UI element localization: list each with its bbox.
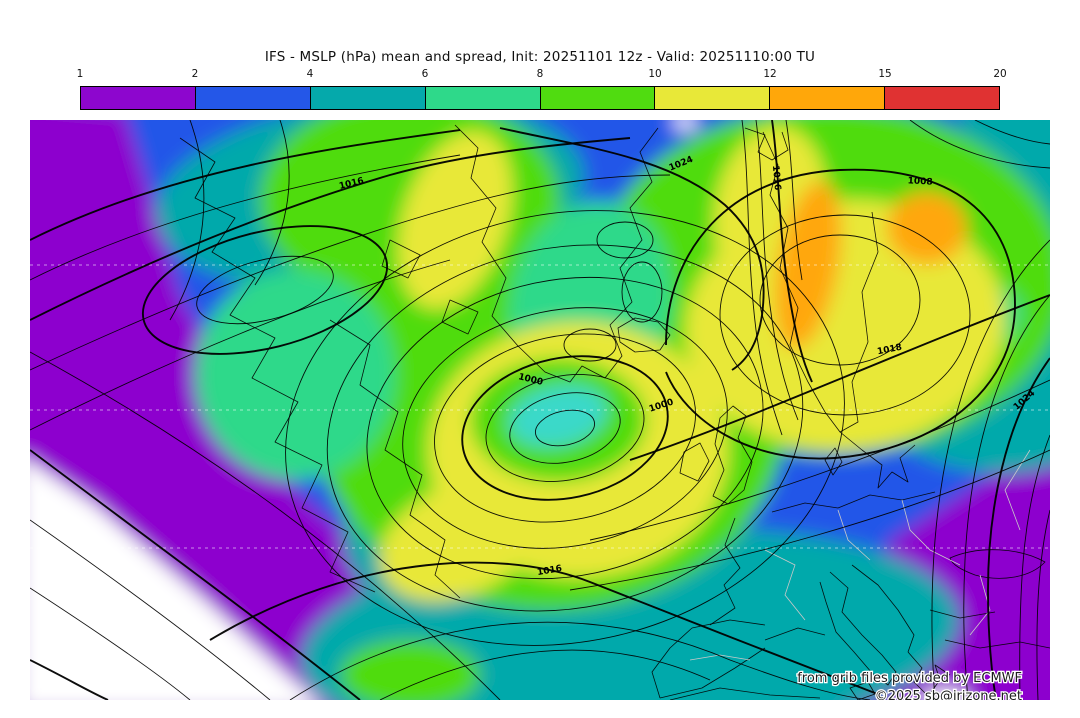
page-title: IFS - MSLP (hPa) mean and spread, Init: … [264,49,816,65]
isobar-contours [30,120,1050,700]
colorbar-segment [81,87,196,109]
isobar-label: 1016 [770,165,782,191]
colorbar-tick: 20 [993,68,1007,80]
colorbar-tick: 6 [421,68,429,80]
attribution-copyright: ©2025 sb@irizone.net [875,689,1022,700]
coastlines [179,124,1050,700]
graticule [30,264,1050,549]
isobar-label: 1018 [876,343,903,358]
colorbar-ticks: 1 2 4 6 8 10 12 15 20 [76,68,1007,82]
spread-field [30,120,1050,700]
colorbar-segment [310,87,426,109]
colorbar-segment [885,87,999,109]
colorbar-tick: 10 [648,68,662,80]
colorbar-segment [540,87,656,109]
colorbar-segment [770,87,886,109]
colorbar-tick: 1 [76,68,84,80]
colorbar-segments [80,86,1000,110]
attribution-source: from grib files provided by ECMWF [797,671,1022,686]
colorbar-tick: 8 [536,68,544,80]
colorbar-tick: 4 [306,68,314,80]
colorbar-segment [195,87,311,109]
isobar-label: 1008 [907,176,933,187]
isobar-label: 1016 [536,564,562,578]
colorbar-tick: 15 [878,68,892,80]
colorbar-tick: 2 [191,68,199,80]
colorbar-segment [655,87,771,109]
map-panel: 1016 1024 1016 1008 1000 1000 1018 1024 1016 fro… [30,120,1050,700]
colorbar-segment [425,87,541,109]
colorbar-tick: 12 [763,68,777,80]
country-borders [689,449,1031,661]
